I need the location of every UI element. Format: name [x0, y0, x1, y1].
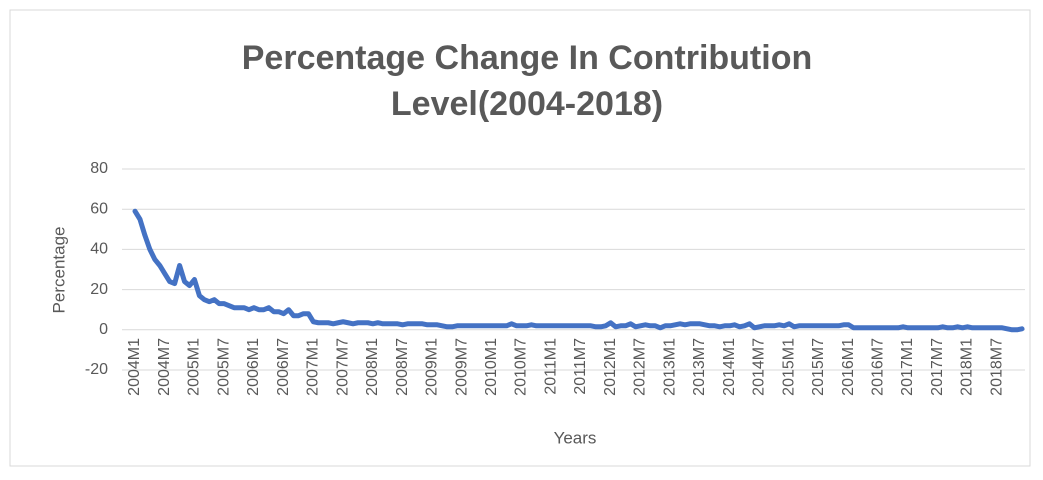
x-tick-label: 2008M1 [364, 338, 381, 396]
x-tick-label: 2017M7 [929, 338, 946, 396]
x-tick-label: 2014M1 [721, 338, 738, 396]
x-tick-label: 2011M1 [542, 338, 559, 395]
y-tick-label: 20 [90, 281, 108, 298]
x-axis-label: Years [554, 428, 597, 447]
x-tick-label: 2016M1 [840, 338, 857, 396]
x-tick-label: 2012M1 [602, 338, 619, 396]
x-tick-label: 2005M1 [186, 338, 203, 396]
x-tick-label: 2006M7 [275, 338, 292, 396]
x-tick-label: 2006M1 [245, 338, 262, 396]
chart-title: Percentage Change In Contribution [242, 39, 812, 77]
x-tick-label: 2015M7 [810, 338, 827, 396]
x-tick-label: 2014M7 [751, 338, 768, 396]
x-tick-label: 2009M1 [424, 338, 441, 396]
x-tick-label: 2018M7 [988, 338, 1005, 396]
y-tick-label: 60 [90, 200, 108, 217]
x-tick-label: 2017M1 [899, 338, 916, 396]
x-tick-label: 2015M1 [780, 338, 797, 396]
y-tick-label: 40 [90, 241, 108, 258]
y-tick-label: 80 [90, 160, 108, 177]
x-tick-label: 2013M1 [661, 338, 678, 396]
x-tick-label: 2018M1 [959, 338, 976, 396]
x-tick-label: 2010M7 [513, 338, 530, 396]
x-tick-label: 2010M1 [483, 338, 500, 396]
x-tick-label: 2004M7 [156, 338, 173, 396]
x-tick-label: 2016M7 [870, 338, 887, 396]
data-line [132, 208, 1025, 333]
y-axis-label: Percentage [49, 227, 68, 314]
x-tick-label: 2011M7 [572, 338, 589, 395]
chart-border [9, 9, 1031, 467]
x-tick-label: 2012M7 [632, 338, 649, 396]
x-tick-label: 2007M1 [305, 338, 322, 396]
x-tick-label: 2009M7 [453, 338, 470, 396]
y-tick-label: 0 [99, 321, 108, 338]
x-tick-label: 2008M7 [394, 338, 411, 396]
x-tick-label: 2007M7 [334, 338, 351, 396]
x-tick-label: 2013M7 [691, 338, 708, 396]
x-tick-label: 2005M7 [215, 338, 232, 396]
x-tick-label: 2004M1 [126, 338, 143, 396]
y-tick-label: -20 [85, 361, 108, 378]
chart-title: Level(2004-2018) [391, 85, 663, 123]
